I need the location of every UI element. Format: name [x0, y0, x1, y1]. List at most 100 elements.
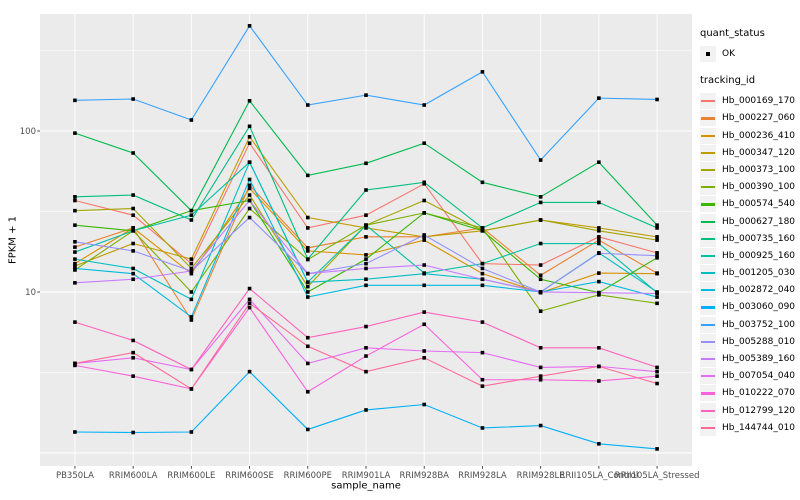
data-point: [364, 369, 368, 374]
data-point: [131, 228, 135, 233]
data-point: [597, 290, 601, 295]
legend-item-Hb_144744_010: Hb_144744_010: [700, 419, 800, 436]
data-point: [364, 408, 368, 412]
legend-item-Hb_000169_170: Hb_000169_170: [700, 93, 800, 110]
legend-key-swatch: [700, 213, 716, 230]
data-point: [364, 161, 368, 166]
x-tick-label: RRIM600LA: [109, 471, 158, 481]
data-point: [422, 235, 427, 239]
data-point: [655, 291, 659, 296]
data-point: [422, 356, 427, 360]
legend-item-label: Hb_000347_120: [722, 147, 796, 158]
data-point: [189, 269, 194, 273]
data-point: [364, 283, 368, 288]
legend-item-Hb_000925_160: Hb_000925_160: [700, 247, 800, 264]
legend-key-swatch: [700, 351, 716, 367]
data-point: [480, 180, 485, 185]
legend-title-tracking-id: tracking_id: [700, 75, 756, 87]
data-point: [131, 249, 135, 253]
legend-item-Hb_001205_030: Hb_001205_030: [700, 265, 800, 282]
data-point: [247, 141, 252, 145]
data-point: [480, 426, 485, 430]
data-point: [538, 277, 543, 282]
legend-item-Hb_007054_040: Hb_007054_040: [700, 368, 800, 385]
data-point: [655, 271, 659, 276]
data-point: [189, 430, 194, 434]
data-point: [538, 377, 543, 382]
x-axis-title: sample_name: [331, 480, 401, 492]
legend-tracking-items: Hb_000169_170 Hb_000227_060 Hb_000236_410 H…: [700, 93, 800, 436]
legend-item-Hb_000574_540: Hb_000574_540: [700, 196, 800, 213]
legend-key-swatch: [700, 402, 716, 419]
legend-item-label: Hb_003752_100: [722, 319, 796, 330]
legend-line-icon: [701, 409, 715, 412]
data-point: [538, 218, 543, 222]
y-tick-label: 10: [25, 288, 36, 298]
data-point: [131, 374, 135, 378]
data-point: [73, 239, 77, 244]
data-point: [189, 290, 194, 294]
data-point: [538, 195, 543, 199]
data-point: [364, 324, 368, 329]
data-point: [480, 377, 485, 382]
data-point: [422, 103, 427, 107]
data-point: [480, 277, 485, 282]
legend-key-swatch: [700, 265, 716, 282]
data-point: [364, 253, 368, 257]
data-point: [480, 384, 485, 388]
legend-line-icon: [701, 358, 715, 361]
legend-line-icon: [701, 289, 715, 292]
x-tick-label: RRIM928BA: [399, 471, 449, 481]
data-point: [364, 93, 368, 97]
data-point: [597, 442, 601, 446]
data-point: [422, 402, 427, 407]
data-point: [597, 228, 601, 233]
data-point: [422, 322, 427, 327]
data-point: [597, 364, 601, 369]
legend-key-swatch: [700, 333, 716, 350]
data-point: [131, 206, 135, 211]
legend-line-icon: [701, 272, 715, 275]
data-point: [131, 241, 135, 246]
legend-item-Hb_002872_040: Hb_002872_040: [700, 282, 800, 299]
data-point: [131, 430, 135, 435]
data-point: [597, 226, 601, 230]
data-point: [422, 233, 427, 237]
data-point: [131, 271, 135, 276]
data-point: [422, 198, 427, 203]
x-tick-label: RRII105LA_Control: [559, 471, 638, 481]
data-point: [247, 183, 252, 188]
legend-item-Hb_003752_100: Hb_003752_100: [700, 316, 800, 333]
data-point: [597, 160, 601, 164]
data-point: [480, 261, 485, 266]
data-point: [364, 188, 368, 192]
data-point: [655, 97, 659, 102]
legend-item-label: Hb_144744_010: [722, 422, 796, 433]
legend-key-swatch: [700, 93, 716, 110]
data-point: [422, 263, 427, 267]
data-point: [597, 379, 601, 383]
data-point: [247, 297, 252, 302]
data-point: [131, 338, 135, 343]
data-point: [422, 283, 427, 288]
data-point: [655, 365, 659, 370]
data-point: [364, 213, 368, 217]
data-point: [131, 213, 135, 217]
data-point: [305, 284, 310, 289]
data-point: [73, 208, 77, 213]
data-point: [305, 361, 310, 366]
data-point: [480, 228, 485, 233]
data-point: [364, 346, 368, 350]
data-point: [655, 251, 659, 255]
data-point: [247, 193, 252, 197]
data-point: [655, 238, 659, 242]
data-point: [247, 305, 252, 310]
data-point: [538, 158, 543, 162]
legend-item-label: Hb_000227_060: [722, 113, 796, 124]
legend-item-label: Hb_000735_160: [722, 233, 796, 244]
legend-item-label: OK: [722, 49, 735, 59]
legend-line-icon: [701, 392, 715, 395]
legend-key-swatch: [700, 368, 716, 385]
data-point: [73, 98, 77, 103]
